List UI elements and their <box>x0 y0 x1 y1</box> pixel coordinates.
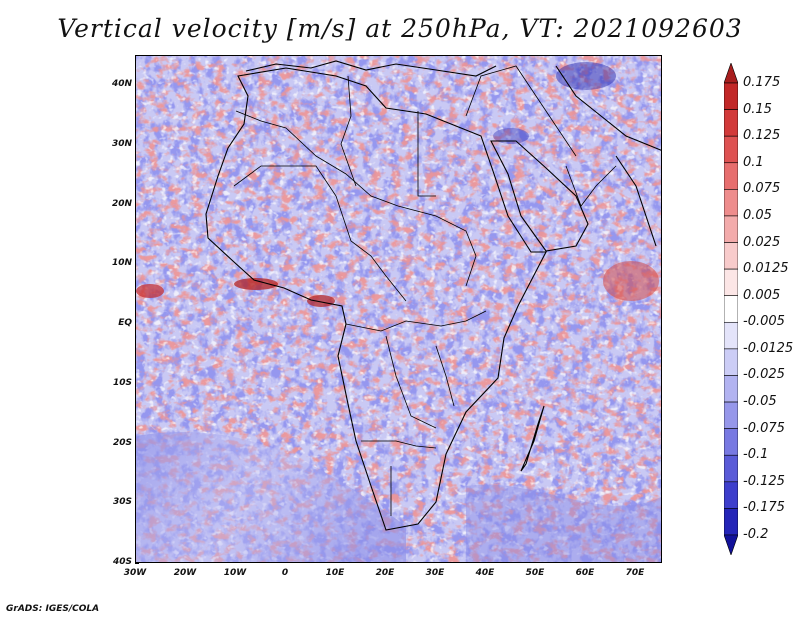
border-great-lakes <box>435 345 455 407</box>
colorbar-swatch <box>723 295 739 323</box>
colorbar-swatch <box>723 454 739 483</box>
colorbar-level-label: -0.005 <box>743 314 785 330</box>
lat-label: EQ <box>118 318 132 328</box>
descent-caspian <box>556 62 616 90</box>
colorbar-swatch <box>723 348 739 376</box>
lon-label: 10W <box>223 568 247 578</box>
colorbar-swatch <box>723 82 739 110</box>
border-egypt-libya <box>417 111 436 197</box>
ascent-gulf-guinea-east <box>307 295 335 307</box>
madagascar-coastline <box>520 405 545 472</box>
colorbar-swatch <box>723 508 739 536</box>
lon-label: 50E <box>525 568 545 578</box>
colorbar-level-label: 0.1 <box>743 154 764 170</box>
velocity-field-map <box>136 56 661 562</box>
colorbar-swatch <box>723 162 739 190</box>
colorbar-swatch <box>723 109 739 137</box>
colorbar-swatch <box>723 215 739 243</box>
border-chad-sudan <box>397 205 477 287</box>
border-arabia-internal <box>565 165 617 207</box>
colorbar-swatch <box>723 242 739 270</box>
lat-label: 30S <box>112 497 132 508</box>
lat-label: 20S <box>112 437 132 448</box>
border-mauritania-mali <box>233 165 337 197</box>
colorbar-level-label: 0.05 <box>743 207 772 223</box>
lat-label: 40N <box>111 79 132 89</box>
border-middle-east <box>465 65 577 157</box>
lat-label: 40S <box>112 557 132 567</box>
lon-label: 20E <box>375 568 395 578</box>
colorbar-swatches <box>723 62 739 556</box>
colorbar-level-label: 0.0125 <box>743 261 789 277</box>
india-coastline <box>615 155 657 247</box>
colorbar-swatch <box>723 189 739 217</box>
colorbar-swatch <box>723 321 739 350</box>
lat-label: 30N <box>111 138 132 149</box>
lon-label: 40E <box>475 568 495 578</box>
chart-title: Vertical velocity [m/s] at 250hPa, VT: 2… <box>57 14 743 43</box>
ascent-atlantic <box>136 284 164 298</box>
lat-label: 10S <box>112 377 132 388</box>
colorbar-level-label: 0.175 <box>743 75 781 90</box>
lon-label: 0 <box>281 568 289 578</box>
lat-label: 10N <box>111 258 132 269</box>
colorbar-level-label: -0.0125 <box>743 340 794 356</box>
colorbar-swatch <box>723 481 739 509</box>
lat-label: 20N <box>111 198 132 209</box>
europe-coastline <box>245 60 497 77</box>
colorbar-level-label: 0.025 <box>743 234 781 250</box>
colorbar-swatch <box>723 135 739 164</box>
colorbar-swatch <box>723 375 739 403</box>
colorbar-level-label: 0.125 <box>743 128 781 144</box>
colorbar-level-label: -0.05 <box>743 394 777 410</box>
africa-coastline <box>205 67 547 531</box>
asia-coastline <box>555 65 661 151</box>
lon-label: 30W <box>123 568 147 578</box>
country-borders <box>233 65 617 516</box>
ascent-indian-ocean <box>603 261 659 301</box>
colorbar-level-label: -0.025 <box>743 367 785 383</box>
colorbar-level-label: -0.125 <box>743 473 785 489</box>
lon-label: 20W <box>173 568 197 578</box>
lon-label: 60E <box>575 568 595 578</box>
border-sahara <box>235 110 399 207</box>
border-southern-africa <box>361 440 437 449</box>
colorbar-level-label: -0.2 <box>743 527 769 542</box>
border-congo-angola <box>385 335 437 429</box>
colorbar-level-label: 0.075 <box>743 181 781 197</box>
ascent-gulf-guinea-west <box>234 278 278 290</box>
southern-subsidence-band <box>136 432 406 562</box>
colorbar-swatch <box>723 62 739 84</box>
colorbar <box>723 62 739 556</box>
arabia-coastline <box>490 140 589 252</box>
colorbar-swatch <box>723 401 739 429</box>
colorbar-level-label: -0.1 <box>743 447 769 463</box>
colorbar-swatch <box>723 534 739 556</box>
colorbar-swatch <box>723 428 739 456</box>
border-central-africa <box>335 195 407 302</box>
lon-label: 70E <box>625 568 645 578</box>
map-panel <box>135 55 662 563</box>
coastlines <box>205 60 661 531</box>
colorbar-swatch <box>723 268 739 297</box>
border-equatorial <box>345 310 487 332</box>
border-algeria-libya <box>340 75 357 187</box>
lon-label: 10E <box>325 568 345 578</box>
colorbar-level-label: 0.15 <box>743 101 772 117</box>
lon-label: 30E <box>425 568 445 578</box>
colorbar-level-label: 0.005 <box>743 287 781 303</box>
southern-descent-east <box>466 484 661 562</box>
grads-credit: GrADS: IGES/COLA <box>6 604 100 614</box>
colorbar-level-label: -0.075 <box>743 420 785 436</box>
lat-tick <box>135 563 139 564</box>
colorbar-level-label: -0.175 <box>743 500 785 516</box>
descent-levant <box>493 128 529 144</box>
